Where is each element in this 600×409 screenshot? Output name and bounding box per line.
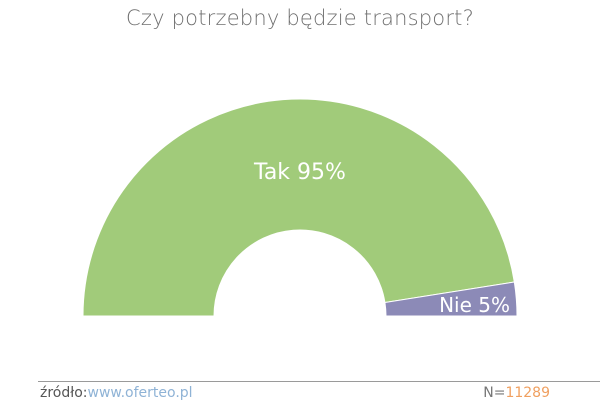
sample-size-value: 11289 <box>505 385 550 401</box>
footer-divider <box>38 381 600 382</box>
slice-label-nie: Nie 5% <box>439 293 510 317</box>
source-link[interactable]: www.oferteo.pl <box>87 385 193 401</box>
slice-label-tak: Tak 95% <box>253 160 346 185</box>
source-label: źródło: <box>40 385 88 401</box>
slice-tak <box>82 98 515 317</box>
sample-size: N=11289 <box>483 385 550 401</box>
source-note: źródło:www.oferteo.pl <box>40 385 193 401</box>
chart-title: Czy potrzebny będzie transport? <box>126 6 474 30</box>
sample-size-label: N= <box>483 385 506 401</box>
slice-nie <box>384 281 518 317</box>
